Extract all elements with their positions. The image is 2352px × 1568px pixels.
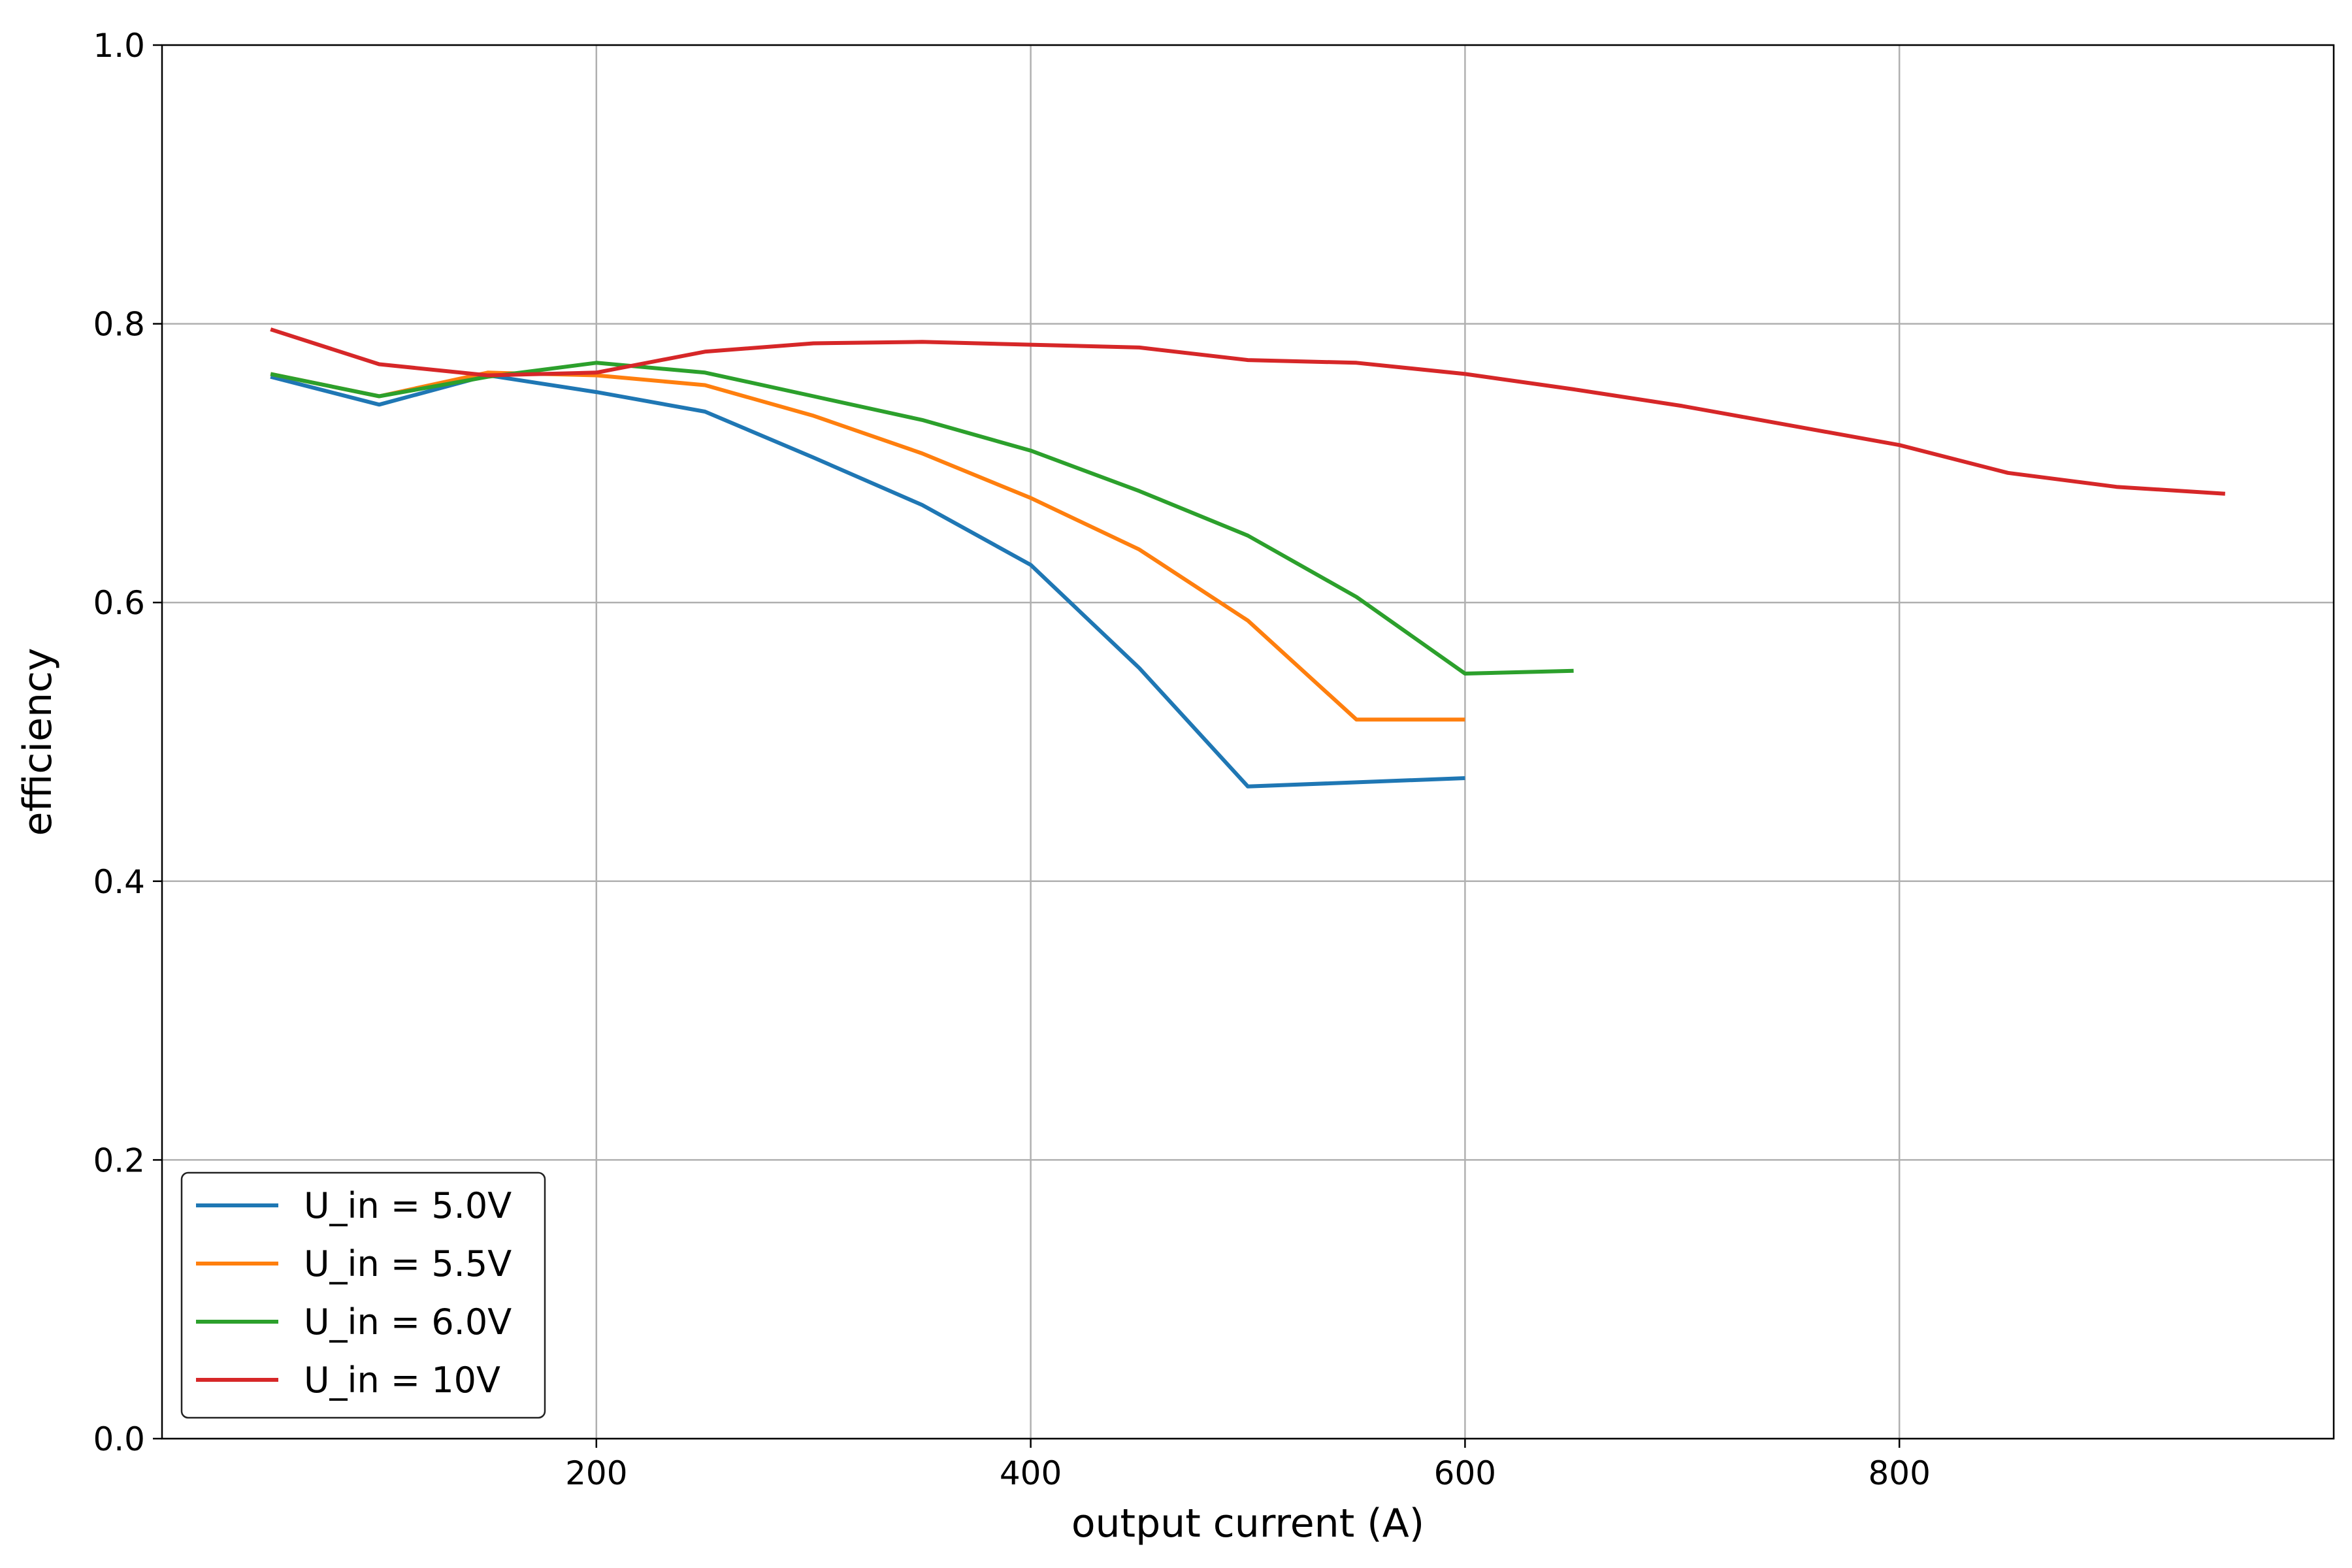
y-tick-label: 0.0: [93, 1420, 145, 1458]
x-tick-label: 400: [1000, 1454, 1062, 1492]
series-lines: [270, 327, 2225, 789]
y-tick-label: 1.0: [93, 27, 145, 65]
x-tick-label: 800: [1868, 1454, 1930, 1492]
y-tick-label: 0.4: [93, 863, 145, 901]
axis-ticks: 200 400 600 800 0.0 0.2 0.4 0.6 0.8 1.0: [93, 27, 1930, 1492]
legend-label: U_in = 6.0V: [304, 1301, 512, 1343]
x-axis-label: output current (A): [1071, 1501, 1424, 1546]
x-tick-label: 200: [565, 1454, 627, 1492]
series-line-3: [270, 327, 2225, 496]
x-tick-label: 600: [1434, 1454, 1496, 1492]
y-tick-label: 0.8: [93, 306, 145, 344]
legend-label: U_in = 5.0V: [304, 1185, 512, 1226]
legend-box: [180, 1171, 546, 1419]
y-axis-label: efficiency: [15, 647, 61, 836]
series-line-1: [270, 370, 1465, 722]
y-tick-label: 0.6: [93, 584, 145, 622]
legend: U_in = 5.0V U_in = 5.5V U_in = 6.0V U_in = …: [180, 1171, 546, 1419]
legend-label: U_in = 5.5V: [304, 1243, 512, 1284]
plot-area-frame: [161, 44, 2335, 1440]
legend-label: U_in = 10V: [304, 1360, 500, 1401]
y-tick-label: 0.2: [93, 1141, 145, 1179]
